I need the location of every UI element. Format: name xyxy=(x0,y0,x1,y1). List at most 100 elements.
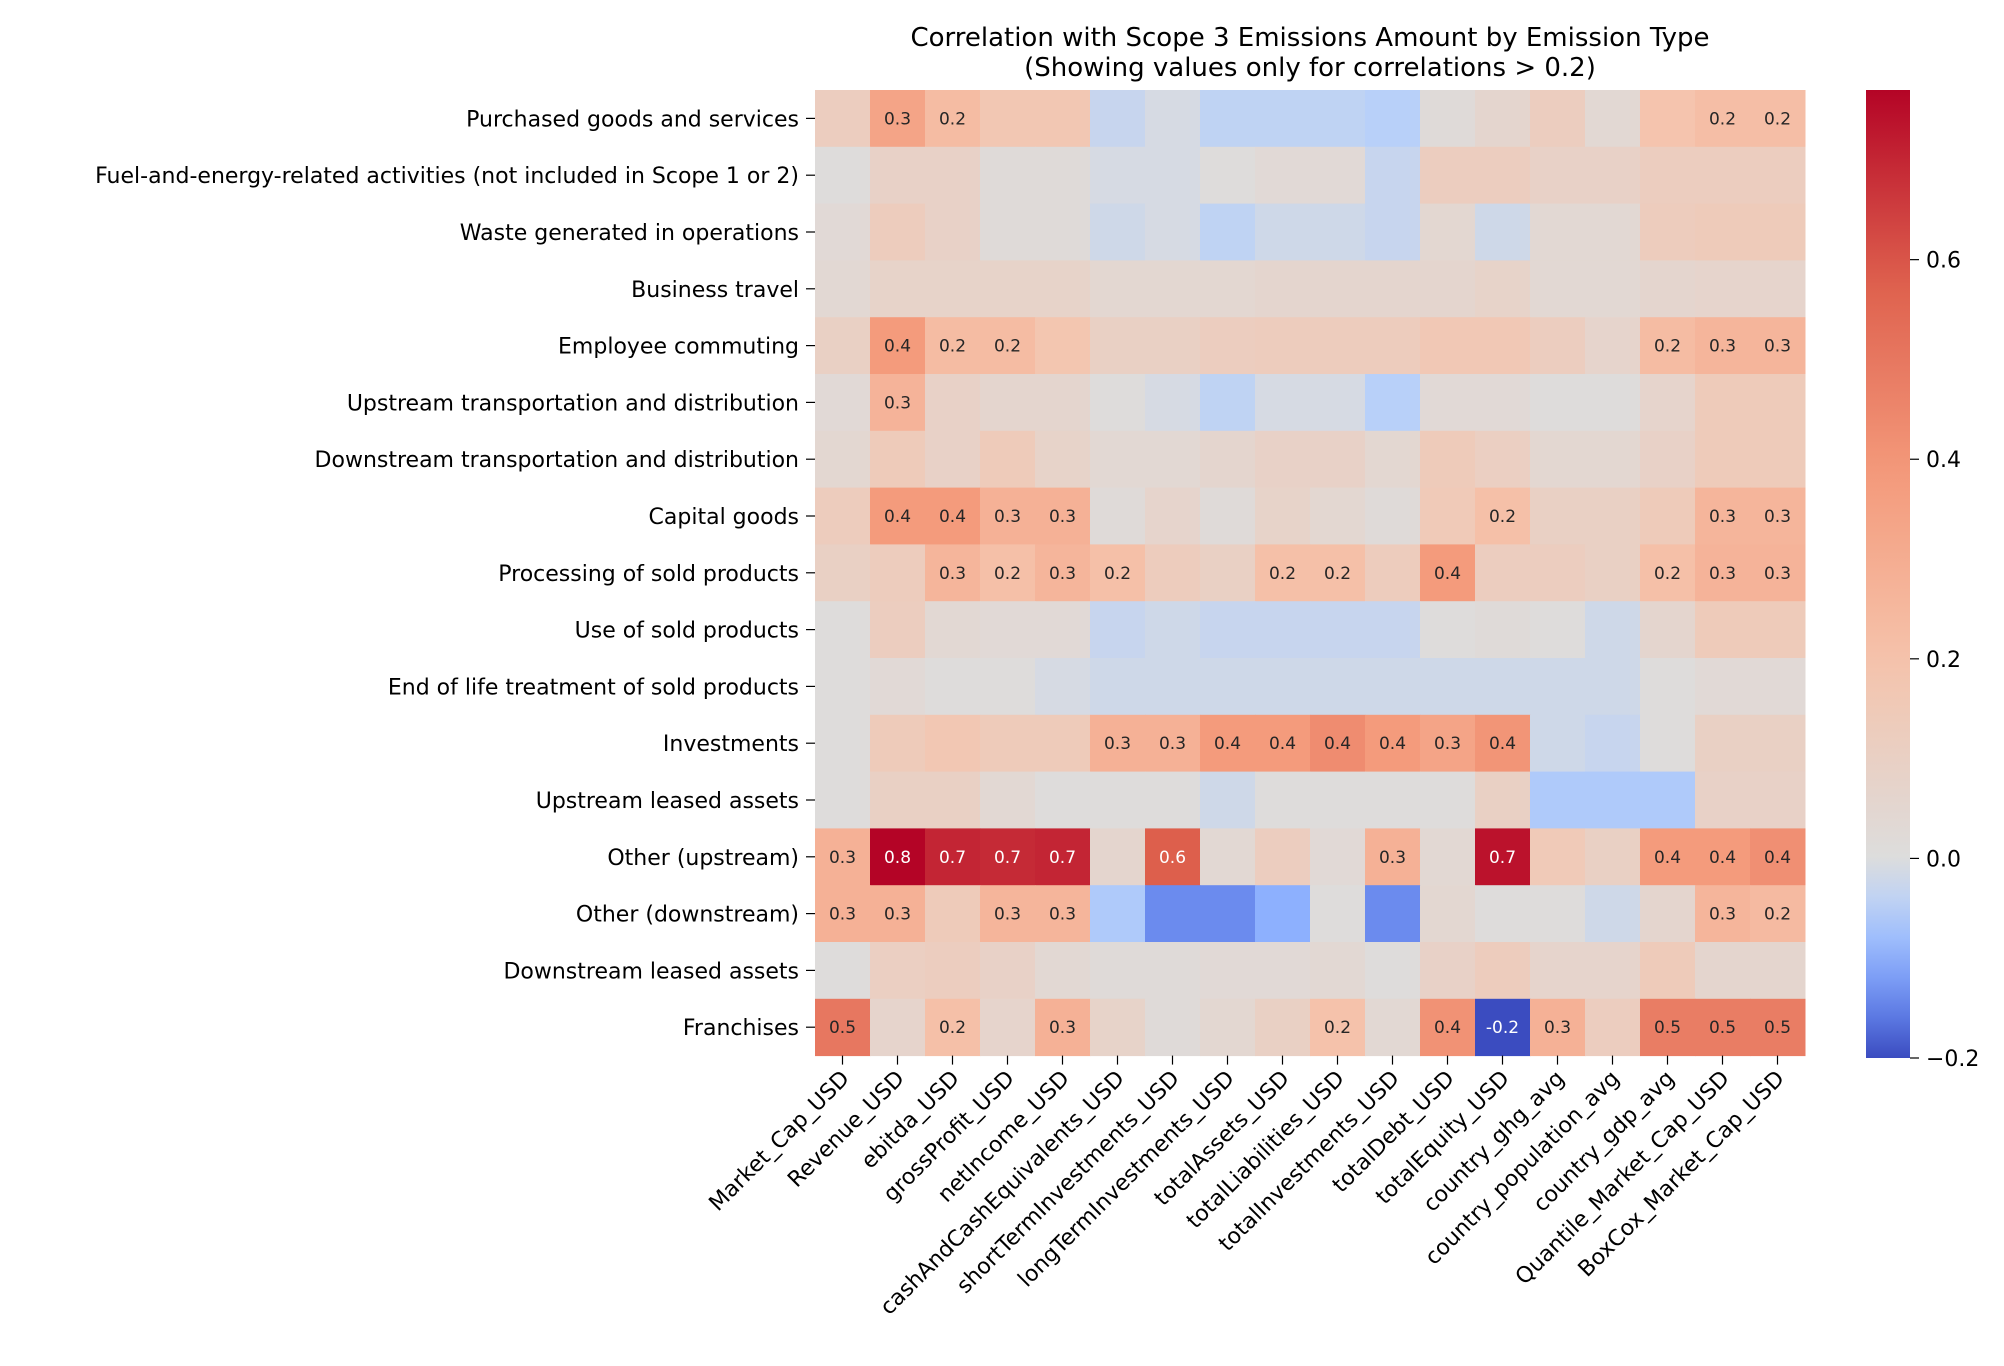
heatmap-cell xyxy=(1310,714,1366,773)
cell-value-label: 0.2 xyxy=(1324,564,1351,584)
heatmap-cell xyxy=(1640,658,1696,716)
heatmap-cell xyxy=(1090,942,1146,1000)
heatmap-cell xyxy=(1255,317,1311,375)
heatmap-cell xyxy=(1750,658,1806,716)
heatmap-cell xyxy=(1750,828,1806,886)
row-label: End of life treatment of sold products xyxy=(388,675,799,700)
heatmap-cell xyxy=(1255,771,1311,829)
heatmap-cell xyxy=(1090,90,1146,148)
heatmap-cell xyxy=(1750,90,1806,148)
heatmap-cell xyxy=(1420,203,1476,261)
heatmap-cell xyxy=(925,828,981,886)
heatmap-cell xyxy=(925,90,981,148)
heatmap-cell xyxy=(1255,601,1311,659)
heatmap-cell xyxy=(1255,90,1311,148)
heatmap-cell xyxy=(1090,203,1146,261)
heatmap-cell xyxy=(1695,260,1751,318)
heatmap-cell xyxy=(870,998,926,1057)
heatmap-cell xyxy=(980,714,1036,773)
cell-value-label: 0.3 xyxy=(1049,1018,1076,1038)
heatmap-cell xyxy=(1585,942,1641,1000)
heatmap-cell xyxy=(1255,942,1311,1000)
heatmap-cell xyxy=(1420,601,1476,659)
colorbar-tick-label: 0.0 xyxy=(1926,847,1961,872)
heatmap-cell xyxy=(1695,203,1751,261)
heatmap-cell xyxy=(980,90,1036,148)
heatmap-cell xyxy=(1145,942,1201,1000)
heatmap-cell xyxy=(1585,374,1641,432)
cell-value-label: 0.3 xyxy=(1104,734,1131,754)
heatmap-cell xyxy=(815,90,871,148)
heatmap-cell xyxy=(980,317,1036,375)
heatmap-cell xyxy=(1090,544,1146,602)
heatmap-cell xyxy=(1750,885,1806,943)
heatmap-cell xyxy=(1420,430,1476,489)
cell-value-label: 0.3 xyxy=(884,109,911,129)
heatmap-cell xyxy=(980,998,1036,1057)
cell-value-label: 0.3 xyxy=(829,848,856,868)
cell-value-label: 0.4 xyxy=(884,507,911,527)
heatmap-cell xyxy=(815,544,871,602)
heatmap-cell xyxy=(1585,658,1641,716)
heatmap-cell xyxy=(1420,828,1476,886)
heatmap-cell xyxy=(1145,601,1201,659)
row-label: Downstream leased assets xyxy=(503,959,799,984)
heatmap-cell xyxy=(1475,771,1531,829)
heatmap-cell xyxy=(1200,714,1256,773)
heatmap-cell xyxy=(1640,828,1696,886)
heatmap-cell xyxy=(980,260,1036,318)
cell-value-label: 0.4 xyxy=(1214,734,1241,754)
heatmap-cell xyxy=(1200,658,1256,716)
heatmap-cell xyxy=(1530,942,1586,1000)
heatmap-grid: 0.3 0.2 0.2 0.2 0.4 0.2 0.2 0.2 0.3 0.3 0.3 0.4 0.4 0… xyxy=(815,90,1806,1057)
heatmap-cell xyxy=(1475,658,1531,716)
heatmap-cell xyxy=(1035,430,1091,489)
heatmap-cell xyxy=(1145,658,1201,716)
heatmap-cell xyxy=(1585,998,1641,1057)
heatmap-cell xyxy=(1475,998,1531,1057)
heatmap-cell xyxy=(1695,714,1751,773)
heatmap-cell xyxy=(1750,544,1806,602)
cell-value-label: 0.2 xyxy=(1764,905,1791,925)
heatmap-cell xyxy=(1365,317,1421,375)
heatmap-cell xyxy=(1090,998,1146,1057)
heatmap-cell xyxy=(1530,714,1586,773)
cell-value-label: 0.3 xyxy=(994,507,1021,527)
cell-value-label: 0.2 xyxy=(1654,564,1681,584)
heatmap-cell xyxy=(1255,146,1311,205)
heatmap-cell xyxy=(980,430,1036,489)
heatmap-cell xyxy=(1035,942,1091,1000)
heatmap-cell xyxy=(1475,260,1531,318)
heatmap-cell xyxy=(925,714,981,773)
heatmap-cell xyxy=(1035,828,1091,886)
heatmap-cell xyxy=(1420,146,1476,205)
heatmap-cell xyxy=(1475,90,1531,148)
heatmap-cell xyxy=(1090,601,1146,659)
colorbar-gradient xyxy=(1866,90,1910,1058)
heatmap-cell xyxy=(1035,998,1091,1057)
heatmap-cell xyxy=(1750,146,1806,205)
heatmap-cell xyxy=(870,658,926,716)
heatmap-cell xyxy=(1695,658,1751,716)
heatmap-cell xyxy=(1200,317,1256,375)
heatmap-cell xyxy=(815,487,871,545)
heatmap-cell xyxy=(1200,942,1256,1000)
heatmap-cell xyxy=(1200,146,1256,205)
heatmap-cell xyxy=(1365,544,1421,602)
heatmap-cell xyxy=(1695,885,1751,943)
heatmap-cell xyxy=(870,260,926,318)
row-label: Employee commuting xyxy=(558,335,799,360)
heatmap-cell xyxy=(1035,203,1091,261)
heatmap-cell xyxy=(1200,203,1256,261)
heatmap-cell xyxy=(815,317,871,375)
row-label: Business travel xyxy=(631,278,799,303)
heatmap-cell xyxy=(1695,601,1751,659)
heatmap-cell xyxy=(1310,487,1366,545)
heatmap-cell xyxy=(1310,771,1366,829)
heatmap-cell xyxy=(1585,544,1641,602)
heatmap-cell xyxy=(925,885,981,943)
heatmap-cell xyxy=(1310,544,1366,602)
heatmap-cell xyxy=(815,658,871,716)
heatmap-cell xyxy=(870,317,926,375)
